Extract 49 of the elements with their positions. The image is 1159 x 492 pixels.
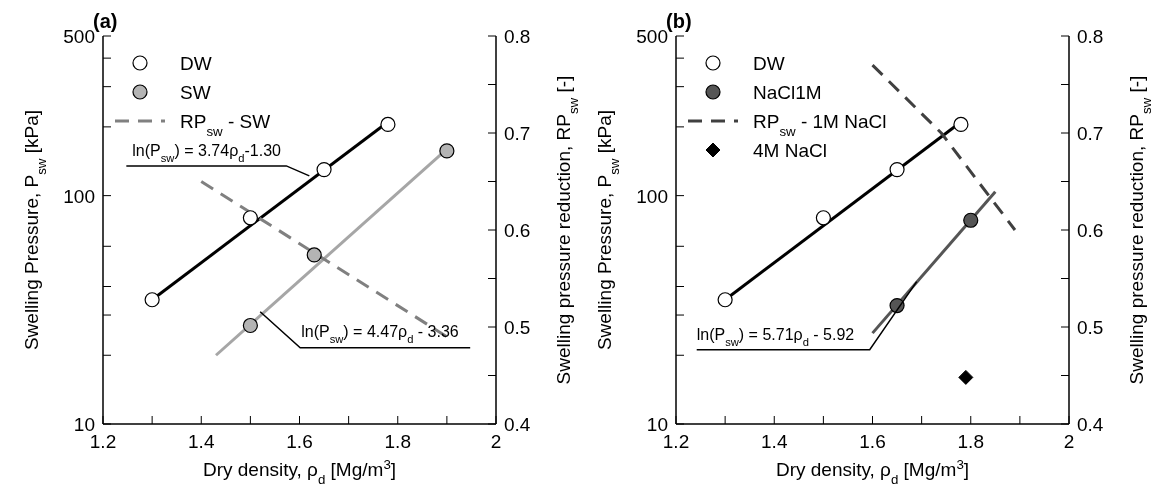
x-tick-label: 1.4 <box>761 431 788 452</box>
y-tick-label: 100 <box>636 185 668 207</box>
point <box>380 116 396 133</box>
y2-tick-label: 0.6 <box>504 220 531 241</box>
annotation: ln(P$_{sw}$) = 5.71ρ$_{d}$ - 5.92 <box>696 325 855 348</box>
y2-tick-label: 0.7 <box>504 123 531 144</box>
y2-tick-label: 0.5 <box>504 317 531 338</box>
x-tick-label: 1.4 <box>188 431 215 452</box>
legend-label: NaCl1M <box>753 82 822 103</box>
point <box>242 317 258 334</box>
x-tick-label: 2 <box>490 431 502 452</box>
y2-tick-label: 0.4 <box>1077 414 1104 435</box>
point <box>306 247 322 263</box>
annotation: ln(P$_{sw}$) = 3.74ρ$_{d}$-1.30 <box>132 141 282 164</box>
point <box>242 210 258 226</box>
legend-label: DW <box>180 53 212 74</box>
x-tick-label: 1.6 <box>859 431 886 452</box>
x-axis-title: Dry density, ρ$_{d}$ [Mg/m$^{3}$] <box>775 456 970 487</box>
y2-tick-label: 0.8 <box>1077 26 1104 47</box>
legend-label: 4M NaCl <box>753 140 827 161</box>
y-tick-label: 500 <box>63 26 95 47</box>
point <box>958 369 974 385</box>
x-tick-label: 2 <box>1063 431 1075 452</box>
chart-title: (a) <box>93 10 118 32</box>
x-axis-title: Dry density, ρ$_{d}$ [Mg/m$^{3}$] <box>202 456 397 487</box>
y2-tick-label: 0.7 <box>1077 123 1104 144</box>
y-tick-label: 500 <box>636 26 668 47</box>
point <box>889 162 905 178</box>
point <box>963 212 979 228</box>
legend-label: RP$_{sw}$ - 1M NaCl <box>753 111 887 139</box>
point <box>953 116 969 133</box>
annotation: ln(P$_{sw}$) = 4.47ρ$_{d}$ - 3.36 <box>301 322 459 345</box>
point <box>717 292 733 308</box>
y2-tick-label: 0.4 <box>504 414 531 435</box>
y2-tick-label: 0.6 <box>1077 220 1104 241</box>
chart-title: (b) <box>666 10 692 32</box>
y2-tick-label: 0.5 <box>1077 317 1104 338</box>
legend-label: RP$_{sw}$ - SW <box>180 111 271 139</box>
y-tick-label: 100 <box>63 185 95 207</box>
x-tick-label: 1.8 <box>957 431 984 452</box>
point <box>439 143 455 159</box>
x-tick-label: 1.6 <box>286 431 313 452</box>
legend-label: SW <box>180 82 211 103</box>
point <box>815 210 831 226</box>
x-tick-label: 1.8 <box>384 431 411 452</box>
point <box>144 292 160 308</box>
point <box>316 162 332 178</box>
legend-label: DW <box>753 53 785 74</box>
y2-tick-label: 0.8 <box>504 26 531 47</box>
